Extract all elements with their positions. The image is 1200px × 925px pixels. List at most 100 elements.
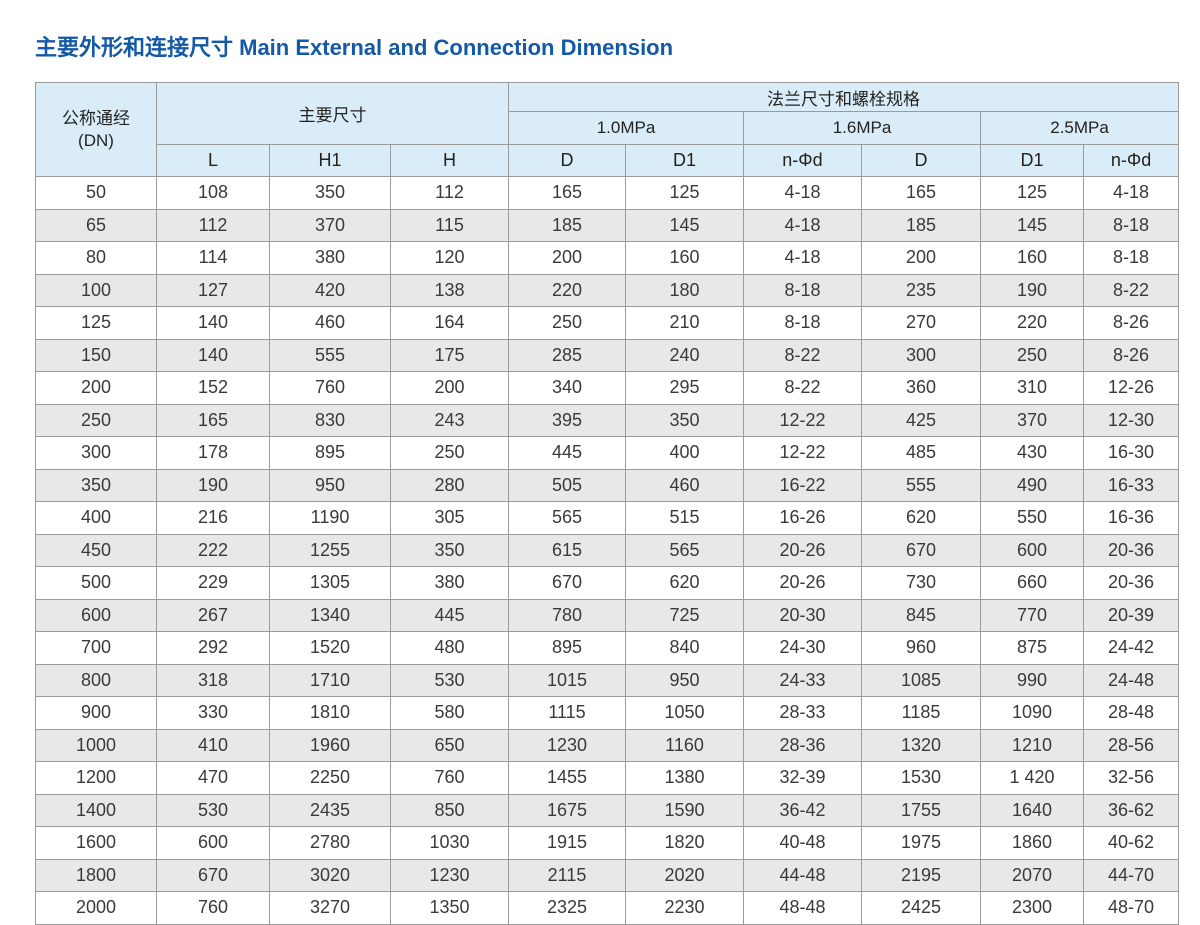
table-cell: 145 [625, 208, 744, 242]
table-cell: 700 [35, 631, 157, 665]
table-body: 50 108 350 112 165 125 4-18 165 125 4-18 65 112 370 1… [35, 176, 1180, 925]
table-cell: 565 [508, 501, 626, 535]
table-cell: 8-22 [743, 338, 862, 372]
table-cell: 125 [625, 176, 744, 210]
table-row: 50 108 350 112 165 125 4-18 165 125 4-18 [35, 176, 1180, 210]
header-main-dimensions: 主要尺寸 [156, 82, 509, 145]
table-cell: 400 [625, 436, 744, 470]
table-cell: 108 [156, 176, 270, 210]
table-cell: 16-30 [1082, 436, 1180, 470]
table-cell: 845 [861, 598, 981, 632]
table-row: 300 178 895 250 445 400 12-22 485 430 16-30 [35, 436, 1180, 470]
table-cell: 1380 [625, 761, 744, 795]
table-cell: 670 [861, 533, 981, 567]
table-cell: 760 [269, 371, 391, 405]
table-cell: 1590 [625, 793, 744, 827]
table-cell: 295 [625, 371, 744, 405]
header-col-d-1: D [508, 144, 626, 177]
table-cell: 660 [980, 566, 1084, 600]
table-cell: 200 [861, 241, 981, 275]
table-cell: 165 [508, 176, 626, 210]
table-cell: 145 [980, 208, 1084, 242]
table-row: 125 140 460 164 250 210 8-18 270 220 8-26 [35, 306, 1180, 340]
table-cell: 20-26 [743, 533, 862, 567]
table-cell: 40-62 [1082, 826, 1180, 860]
table-row: 500 229 1305 380 670 620 20-26 730 660 20-36 [35, 566, 1180, 600]
table-cell: 16-22 [743, 468, 862, 502]
table-cell: 50 [35, 176, 157, 210]
table-cell: 950 [269, 468, 391, 502]
table-cell: 600 [35, 598, 157, 632]
table-cell: 530 [156, 793, 270, 827]
table-cell: 485 [861, 436, 981, 470]
header-pressure-2-5mpa: 2.5MPa [979, 111, 1180, 145]
table-cell: 250 [390, 436, 509, 470]
table-cell: 1755 [861, 793, 981, 827]
table-cell: 1455 [508, 761, 626, 795]
table-cell: 8-22 [1082, 273, 1180, 307]
table-cell: 8-22 [743, 371, 862, 405]
table-cell: 555 [269, 338, 391, 372]
table-cell: 28-33 [743, 696, 862, 730]
table-cell: 830 [269, 403, 391, 437]
table-cell: 565 [625, 533, 744, 567]
table-cell: 410 [156, 728, 270, 762]
table-cell: 20-30 [743, 598, 862, 632]
header-row-columns: L H1 H D D1 n-Φd D D1 n-Φd [36, 144, 1180, 177]
header-col-l: L [156, 144, 270, 177]
table-cell: 8-18 [1082, 208, 1180, 242]
table-row: 65 112 370 115 185 145 4-18 185 145 8-18 [35, 208, 1180, 242]
table-cell: 8-18 [743, 273, 862, 307]
table-cell: 350 [269, 176, 391, 210]
table-cell: 350 [35, 468, 157, 502]
table-cell: 229 [156, 566, 270, 600]
table-cell: 1230 [390, 858, 509, 892]
table-cell: 220 [980, 306, 1084, 340]
table-cell: 160 [625, 241, 744, 275]
table-cell: 1675 [508, 793, 626, 827]
table-cell: 32-39 [743, 761, 862, 795]
table-cell: 420 [269, 273, 391, 307]
table-cell: 235 [861, 273, 981, 307]
table-cell: 600 [980, 533, 1084, 567]
table-cell: 445 [508, 436, 626, 470]
table-cell: 140 [156, 306, 270, 340]
table-row: 250 165 830 243 395 350 12-22 425 370 12-30 [35, 403, 1180, 437]
table-row: 1000 410 1960 650 1230 1160 28-36 1320 1210 28-56 [35, 728, 1180, 762]
table-cell: 292 [156, 631, 270, 665]
table-cell: 190 [980, 273, 1084, 307]
table-cell: 165 [861, 176, 981, 210]
table-cell: 370 [980, 403, 1084, 437]
table-cell: 28-48 [1082, 696, 1180, 730]
table-cell: 24-42 [1082, 631, 1180, 665]
table-row: 600 267 1340 445 780 725 20-30 845 770 20-39 [35, 598, 1180, 632]
table-cell: 112 [156, 208, 270, 242]
table-cell: 44-70 [1082, 858, 1180, 892]
table-cell: 28-36 [743, 728, 862, 762]
table-cell: 267 [156, 598, 270, 632]
table-cell: 185 [508, 208, 626, 242]
table-cell: 730 [861, 566, 981, 600]
table-cell: 460 [269, 306, 391, 340]
table-row: 80 114 380 120 200 160 4-18 200 160 8-18 [35, 241, 1180, 275]
table-cell: 480 [390, 631, 509, 665]
table-cell: 1810 [269, 696, 391, 730]
table-cell: 28-56 [1082, 728, 1180, 762]
table-cell: 875 [980, 631, 1084, 665]
table-cell: 350 [625, 403, 744, 437]
header-col-h: H [390, 144, 509, 177]
table-cell: 1820 [625, 826, 744, 860]
table-cell: 1520 [269, 631, 391, 665]
table-cell: 615 [508, 533, 626, 567]
table-cell: 2435 [269, 793, 391, 827]
table-cell: 1320 [861, 728, 981, 762]
table-cell: 2195 [861, 858, 981, 892]
table-cell: 530 [390, 663, 509, 697]
table-cell: 125 [35, 306, 157, 340]
table-cell: 340 [508, 371, 626, 405]
table-cell: 243 [390, 403, 509, 437]
table-cell: 200 [35, 371, 157, 405]
table-cell: 1185 [861, 696, 981, 730]
table-cell: 1530 [861, 761, 981, 795]
table-cell: 240 [625, 338, 744, 372]
